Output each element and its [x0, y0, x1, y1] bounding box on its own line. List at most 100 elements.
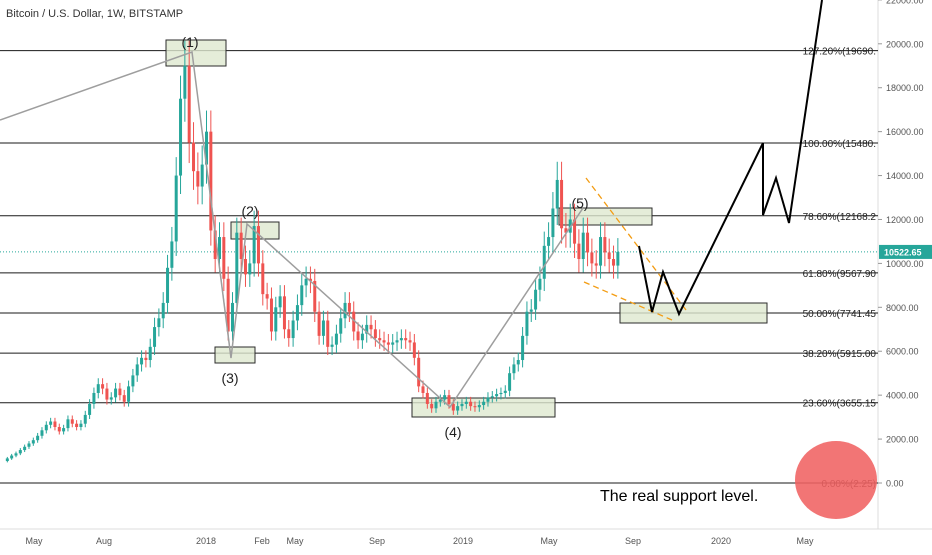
elliott-wave-path	[0, 0, 823, 409]
candle-body	[300, 285, 304, 306]
x-tick-label: Sep	[625, 536, 641, 546]
y-tick-label: 4000.00	[886, 391, 919, 401]
annotation-layer: The real support level.	[600, 441, 877, 519]
candle-body	[122, 395, 126, 402]
candle-body	[205, 131, 209, 165]
candle-body	[386, 342, 390, 345]
fib-label: 100.00%(15480.	[803, 139, 876, 150]
candle-body	[153, 327, 157, 347]
candle-body	[469, 401, 473, 407]
candle-body	[330, 344, 334, 347]
candle-body	[18, 450, 22, 454]
candle-body	[287, 329, 291, 339]
candle-body	[317, 311, 321, 336]
candle-body	[417, 357, 421, 387]
candle-body	[83, 414, 87, 424]
x-tick-label: Aug	[96, 536, 112, 546]
candle-body	[235, 232, 239, 303]
candle-body	[560, 179, 564, 229]
time-axis: May Aug 2018 Feb May Sep 2019 May Sep 2020 May	[25, 536, 814, 546]
fib-label: 23.60%(3655.15	[803, 399, 877, 410]
candle-body	[31, 440, 35, 444]
candle-body	[321, 320, 325, 336]
candle-body	[347, 302, 351, 312]
candle-body	[395, 340, 399, 343]
x-tick-label: May	[286, 536, 304, 546]
x-tick-label: 2018	[196, 536, 216, 546]
candle-body	[252, 226, 256, 264]
channel-lower	[583, 281, 673, 321]
candle-body	[482, 401, 486, 406]
candle-body	[521, 335, 525, 361]
candle-body	[607, 252, 611, 260]
candle-body	[96, 384, 100, 393]
candle-body	[36, 435, 40, 441]
y-tick-label: 18000.00	[886, 83, 924, 93]
candle-body	[334, 333, 338, 345]
candle-body	[503, 390, 507, 393]
candle-body	[434, 401, 438, 409]
candle-body	[360, 333, 364, 341]
candle-body	[226, 278, 230, 332]
candle-body	[577, 243, 581, 260]
fib-label: 50.00%(7741.45	[803, 309, 877, 320]
y-tick-label: 22000.00	[886, 0, 924, 5]
candle-body	[599, 237, 603, 266]
candle-body	[101, 384, 105, 389]
candle-body	[547, 237, 551, 246]
candle-body	[222, 237, 226, 279]
candle-body	[343, 302, 347, 319]
wave-line-2	[207, 174, 232, 359]
candle-body	[490, 396, 494, 398]
zone-box	[165, 39, 227, 67]
zone-box	[558, 207, 653, 226]
channel-upper	[585, 177, 687, 311]
fib-label: 127.20%(19690.	[803, 47, 876, 58]
wave-label: (2)	[241, 203, 258, 219]
candle-body	[542, 245, 546, 279]
candle-body	[62, 428, 66, 432]
candle-body	[183, 65, 187, 99]
candle-body	[404, 338, 408, 341]
candle-body	[256, 226, 260, 264]
candle-body	[443, 395, 447, 400]
fib-label: 78.60%(12168.2	[803, 212, 877, 223]
candle-body	[525, 311, 529, 336]
wave-label: (4)	[444, 424, 461, 440]
candle-body	[179, 98, 183, 176]
candle-body	[131, 375, 135, 387]
candle-body	[616, 251, 620, 266]
candle-body	[269, 298, 273, 332]
candle-body	[196, 171, 200, 187]
current-price-label: 10522.65	[884, 247, 922, 257]
candle-body	[339, 318, 343, 334]
candle-body	[365, 324, 369, 334]
candle-body	[265, 294, 269, 299]
candle-body	[473, 406, 477, 408]
candle-body	[326, 320, 330, 347]
candle-body	[356, 331, 360, 341]
candle-body	[512, 364, 516, 374]
current-price-tag	[879, 244, 932, 259]
candle-body	[40, 430, 44, 436]
zone-box	[214, 346, 256, 364]
candle-body	[27, 443, 31, 447]
candle-body	[412, 342, 416, 358]
x-tick-label: Sep	[369, 536, 385, 546]
candle-body	[581, 232, 585, 260]
candle-body	[88, 403, 92, 415]
y-tick-label: 0.00	[886, 479, 904, 489]
candle-body	[551, 208, 555, 238]
candle-body	[460, 403, 464, 407]
candle-body	[261, 263, 265, 295]
x-tick-label: May	[540, 536, 558, 546]
candle-body	[508, 373, 512, 391]
candle-body	[44, 424, 48, 431]
candle-body	[79, 423, 83, 428]
candlesticks	[5, 40, 620, 463]
candle-body	[23, 446, 27, 451]
x-tick-label: 2020	[711, 536, 731, 546]
wave-line	[0, 50, 584, 409]
candle-body	[373, 329, 377, 339]
